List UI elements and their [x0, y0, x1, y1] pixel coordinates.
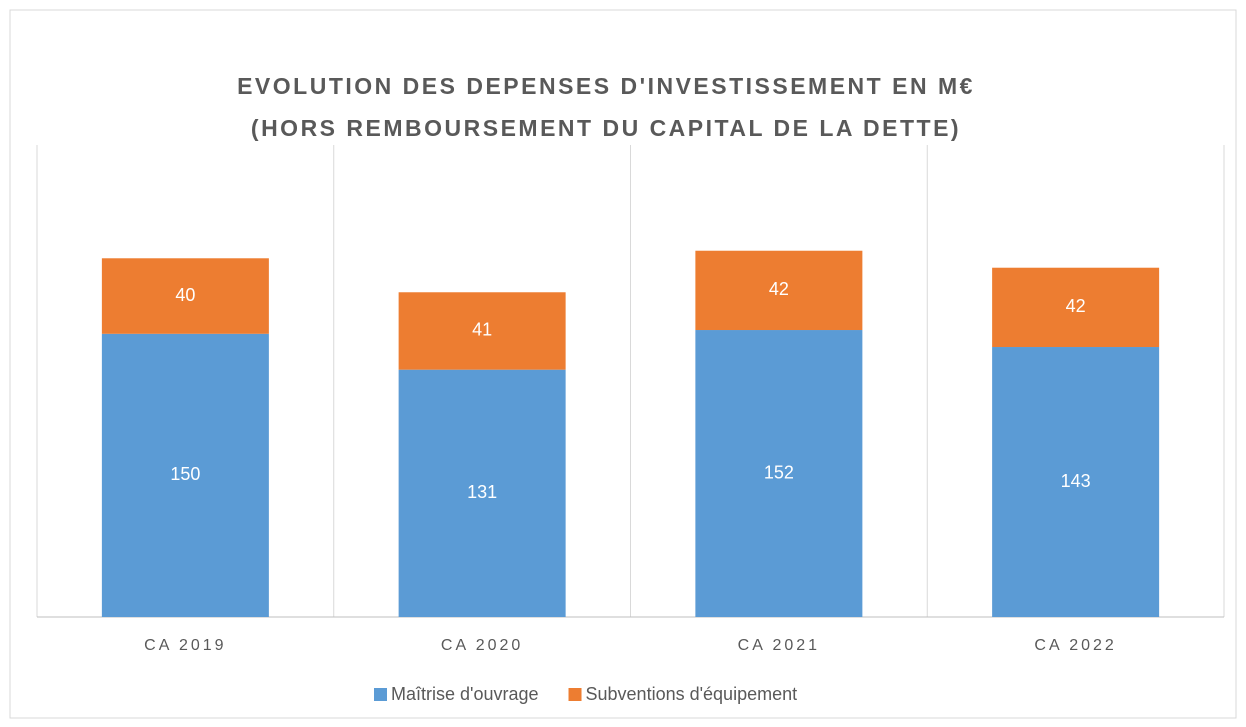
legend-label: Subventions d'équipement [586, 684, 798, 704]
bar-segment [992, 267, 1160, 348]
bar-segment [695, 250, 863, 331]
bar-segment [992, 347, 1160, 617]
data-label: 41 [472, 320, 492, 340]
data-label: 42 [769, 279, 789, 299]
data-label: 40 [175, 285, 195, 305]
bar-segment [101, 333, 269, 617]
data-label: 131 [467, 482, 497, 502]
legend-swatch [374, 688, 387, 701]
bar-segment [398, 369, 566, 617]
x-tick-label: CA 2022 [1034, 637, 1116, 654]
bar-segment [101, 258, 269, 334]
chart-subtitle: (HORS REMBOURSEMENT DU CAPITAL DE LA DET… [251, 115, 961, 141]
legend-label: Maîtrise d'ouvrage [391, 684, 539, 704]
data-label: 143 [1061, 471, 1091, 491]
data-label: 42 [1066, 296, 1086, 316]
data-label: 152 [764, 462, 794, 482]
legend-swatch [568, 688, 582, 701]
x-tick-label: CA 2020 [441, 637, 523, 654]
x-tick-label: CA 2021 [738, 637, 820, 654]
bar-segment [695, 330, 863, 617]
chart-title: EVOLUTION DES DEPENSES D'INVESTISSEMENT … [237, 73, 975, 99]
data-label: 150 [170, 464, 200, 484]
x-tick-label: CA 2019 [144, 637, 226, 654]
bar-segment [398, 292, 566, 370]
